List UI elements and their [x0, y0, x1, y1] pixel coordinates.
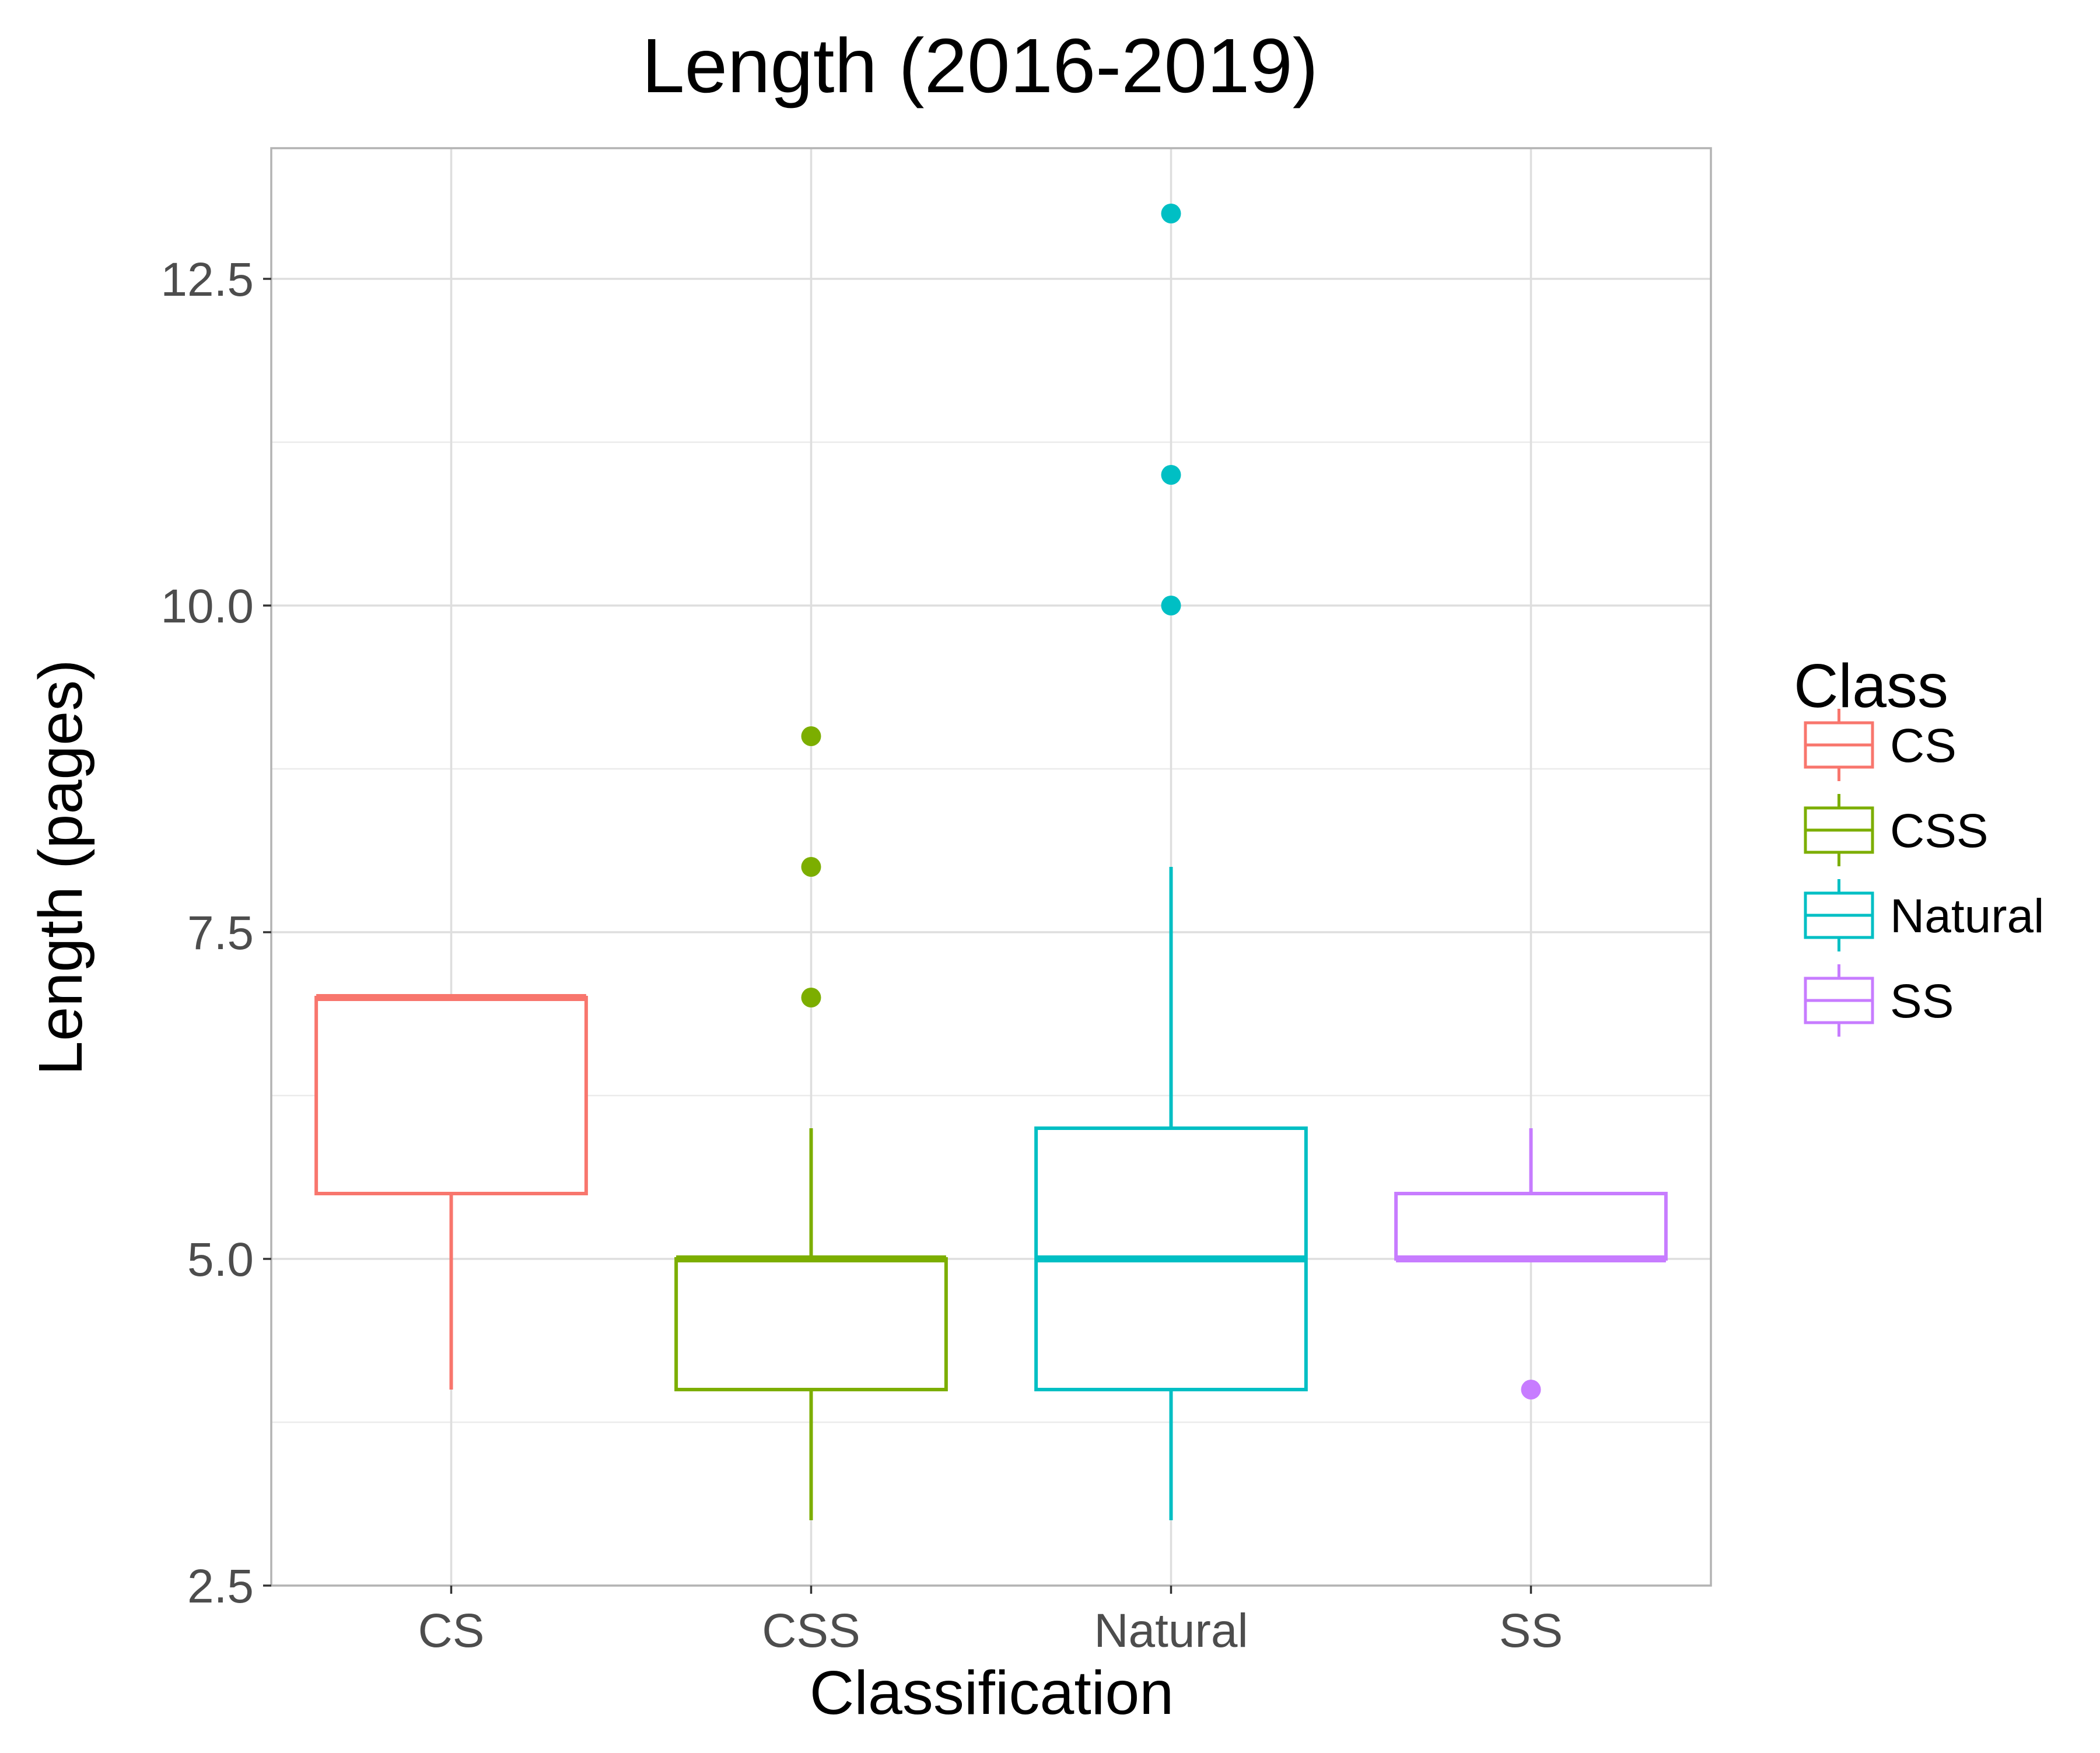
- y-tick-label: 10.0: [160, 580, 254, 633]
- y-tick-label: 2.5: [187, 1560, 254, 1613]
- outlier-point: [1161, 465, 1181, 485]
- box-css: [674, 726, 948, 1520]
- outlier-point: [1161, 204, 1181, 223]
- legend-item-cs: CS: [1804, 709, 1957, 781]
- x-tick-label: Natural: [1094, 1604, 1248, 1657]
- legend-item-natural: Natural: [1804, 879, 2044, 951]
- legend-label: CS: [1890, 719, 1957, 772]
- box-cs: [314, 994, 588, 1390]
- box-natural: [1034, 204, 1308, 1520]
- legend-label: SS: [1890, 975, 1954, 1028]
- chart-title: Length (2016-2019): [642, 23, 1318, 109]
- legend-title: Class: [1794, 652, 1948, 720]
- plot-area: 2.5 5.0 7.5 10.0 12.5 CS CSS Natural SS: [160, 147, 1712, 1657]
- y-tick-label: 5.0: [187, 1233, 254, 1286]
- x-axis-title: Classification: [810, 1658, 1174, 1727]
- box-iqr: [314, 996, 588, 1195]
- outlier-point: [1161, 596, 1181, 615]
- outlier-point: [801, 988, 821, 1007]
- plot-panel-border: [270, 147, 1712, 1587]
- plot-panel-background: [271, 148, 1711, 1586]
- box-iqr: [1394, 1192, 1668, 1261]
- legend-label: CSS: [1890, 804, 1989, 858]
- x-tick-label: CSS: [762, 1604, 860, 1657]
- outlier-point: [801, 857, 821, 877]
- y-tick-label: 12.5: [160, 253, 254, 306]
- y-axis-title: Length (pages): [26, 659, 95, 1075]
- x-tick-label: CS: [418, 1604, 485, 1657]
- outlier-point: [1521, 1380, 1541, 1399]
- legend-item-css: CSS: [1804, 794, 1989, 866]
- box-iqr: [674, 1257, 948, 1391]
- legend-label: Natural: [1890, 890, 2044, 943]
- legend-item-ss: SS: [1804, 964, 1954, 1037]
- y-tick-label: 7.5: [187, 907, 254, 960]
- outlier-point: [801, 726, 821, 746]
- legend: CS CSS Natural SS: [1804, 709, 2044, 1037]
- x-tick-label: SS: [1499, 1604, 1563, 1657]
- box-ss: [1394, 1128, 1668, 1399]
